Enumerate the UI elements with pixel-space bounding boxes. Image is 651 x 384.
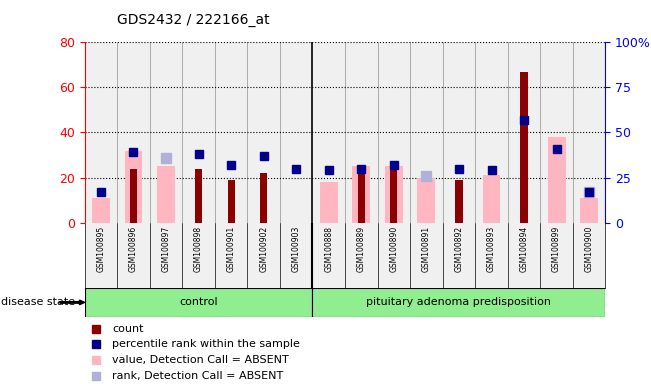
Text: disease state: disease state [1,297,76,308]
Bar [195,169,202,223]
Text: GSM100899: GSM100899 [552,226,561,272]
Text: GSM100894: GSM100894 [519,226,529,272]
Text: GSM100895: GSM100895 [96,226,105,272]
Bar [456,180,463,223]
Text: pituitary adenoma predisposition: pituitary adenoma predisposition [367,297,551,308]
Text: value, Detection Call = ABSENT: value, Detection Call = ABSENT [113,355,289,365]
Text: GSM100891: GSM100891 [422,226,431,272]
Bar [391,169,398,223]
Bar [157,166,175,223]
Bar [228,180,235,223]
Text: GSM100890: GSM100890 [389,226,398,272]
Text: GSM100897: GSM100897 [161,226,171,272]
Bar [358,169,365,223]
Text: GSM100903: GSM100903 [292,226,301,272]
Bar [521,71,528,223]
Text: GSM100892: GSM100892 [454,226,464,272]
Text: control: control [179,297,218,308]
Text: GDS2432 / 222166_at: GDS2432 / 222166_at [117,13,270,27]
Bar [260,173,268,223]
Text: GSM100901: GSM100901 [227,226,236,272]
Bar [320,182,338,223]
Bar [417,177,436,223]
Text: GSM100888: GSM100888 [324,226,333,272]
Text: GSM100896: GSM100896 [129,226,138,272]
Text: GSM100900: GSM100900 [585,226,594,272]
Bar [130,169,137,223]
FancyBboxPatch shape [312,288,605,317]
FancyBboxPatch shape [85,288,312,317]
Text: GSM100898: GSM100898 [194,226,203,272]
Bar [124,151,143,223]
Bar [580,198,598,223]
Bar [482,175,501,223]
Text: GSM100902: GSM100902 [259,226,268,272]
Text: count: count [113,324,144,334]
Text: percentile rank within the sample: percentile rank within the sample [113,339,300,349]
Bar [92,198,110,223]
Text: GSM100889: GSM100889 [357,226,366,272]
Bar [385,166,403,223]
Text: GSM100893: GSM100893 [487,226,496,272]
Bar [352,166,370,223]
Text: rank, Detection Call = ABSENT: rank, Detection Call = ABSENT [113,371,284,381]
Bar [547,137,566,223]
